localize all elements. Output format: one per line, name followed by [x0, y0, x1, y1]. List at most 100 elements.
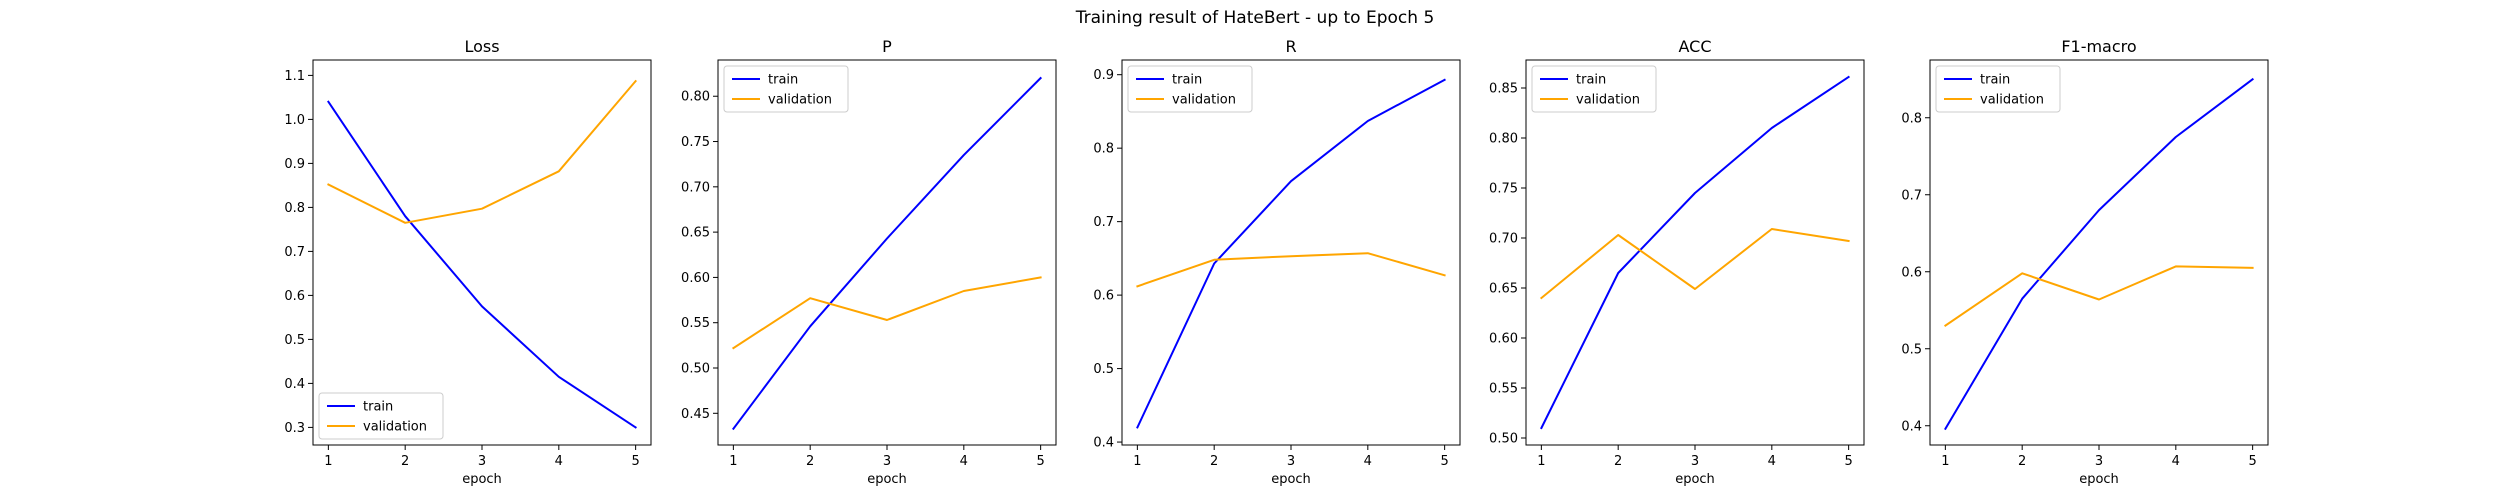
series-line-train — [732, 76, 1043, 431]
legend-box — [723, 65, 849, 113]
y-tick-label: 0.80 — [1489, 132, 1518, 147]
y-tick-label: 0.45 — [681, 407, 710, 422]
x-axis-label: epoch — [1271, 472, 1311, 487]
x-axis-label: epoch — [462, 472, 502, 487]
legend-box — [1935, 65, 2061, 113]
y-tick-label: 0.80 — [681, 90, 710, 105]
y-tick-label: 0.55 — [1489, 382, 1518, 397]
y-tick-label: 0.8 — [284, 201, 305, 216]
x-tick-label: 2 — [806, 454, 814, 469]
series-line-train — [1136, 78, 1446, 429]
legend-label: validation — [1980, 93, 2044, 108]
x-axis-label: epoch — [2079, 472, 2119, 487]
y-tick-label: 0.7 — [284, 245, 305, 260]
y-tick-label: 0.7 — [1901, 188, 1922, 203]
plot-frame — [1525, 59, 1865, 446]
legend-label: train — [1172, 73, 1202, 88]
x-tick-label: 5 — [1844, 454, 1852, 469]
x-tick-label: 3 — [1691, 454, 1699, 469]
series-line-train — [327, 100, 637, 429]
y-tick-label: 0.50 — [681, 362, 710, 377]
x-tick-label: 3 — [478, 454, 486, 469]
legend: train validation — [318, 392, 444, 440]
legend-box — [318, 392, 444, 440]
y-tick-label: 0.65 — [681, 226, 710, 241]
x-tick-label: 3 — [1287, 454, 1295, 469]
series-line-train — [1944, 77, 2255, 431]
subplot-2: P 1 2 3 4 5 epoch 0.45 0.50 0.55 0.60 0.65 0.70 0.75 0… — [681, 37, 1057, 487]
x-tick-label: 2 — [2018, 454, 2026, 469]
x-tick-label: 3 — [883, 454, 891, 469]
legend-label: validation — [768, 93, 832, 108]
y-tick-label: 0.55 — [681, 316, 710, 331]
y-tick-label: 1.1 — [284, 69, 305, 84]
subplot-title: F1-macro — [2061, 37, 2136, 56]
y-tick-label: 0.4 — [1093, 436, 1114, 451]
y-tick-label: 1.0 — [284, 113, 305, 128]
series-line-validation — [1944, 265, 2254, 327]
series-line-validation — [1539, 228, 1850, 300]
y-tick-label: 0.3 — [284, 421, 305, 436]
plot-frame — [312, 59, 652, 446]
y-tick-label: 0.5 — [1901, 342, 1922, 357]
x-tick-label: 4 — [960, 454, 968, 469]
legend: train validation — [723, 65, 849, 113]
y-tick-label: 0.60 — [1489, 332, 1518, 347]
x-tick-label: 3 — [2095, 454, 2103, 469]
subplot-title: R — [1285, 37, 1296, 56]
y-tick-label: 0.5 — [1093, 362, 1114, 377]
subplot-grid: Loss 1 2 3 4 5 epoch 0.3 0.4 0.5 0.6 0.7 0.8 0.9 1.0 1.… — [284, 37, 2269, 487]
y-tick-label: 0.8 — [1093, 142, 1114, 157]
legend-label: train — [1576, 73, 1606, 88]
subplot-title: P — [882, 37, 892, 56]
x-tick-label: 1 — [324, 454, 332, 469]
x-tick-label: 2 — [401, 454, 409, 469]
x-tick-label: 4 — [1364, 454, 1372, 469]
x-tick-label: 5 — [1440, 454, 1448, 469]
plot-frame — [717, 59, 1057, 446]
legend: train validation — [1127, 65, 1253, 113]
y-tick-label: 0.50 — [1489, 432, 1518, 447]
y-tick-label: 0.75 — [681, 135, 710, 150]
y-tick-label: 0.75 — [1489, 182, 1518, 197]
x-axis-label: epoch — [1675, 472, 1715, 487]
x-tick-label: 4 — [555, 454, 563, 469]
subplot-title: ACC — [1678, 37, 1711, 56]
legend-box — [1531, 65, 1657, 113]
series-line-validation — [327, 79, 638, 224]
plot-frame — [1121, 59, 1461, 446]
legend-label: validation — [1172, 93, 1236, 108]
legend-label: validation — [363, 420, 427, 435]
x-axis-label: epoch — [867, 472, 907, 487]
series-line-train — [1540, 75, 1850, 430]
y-tick-label: 0.6 — [1093, 289, 1114, 304]
subplot-3: R 1 2 3 4 5 epoch 0.4 0.5 0.6 0.7 0.8 0.9 train valida… — [1093, 37, 1461, 487]
x-tick-label: 4 — [2172, 454, 2180, 469]
series-line-validation — [732, 276, 1042, 350]
plot-frame — [1929, 59, 2269, 446]
x-tick-label: 2 — [1614, 454, 1622, 469]
x-tick-label: 5 — [1036, 454, 1044, 469]
legend-label: train — [768, 73, 798, 88]
y-tick-label: 0.4 — [284, 377, 305, 392]
legend-label: train — [1980, 73, 2010, 88]
y-tick-label: 0.8 — [1901, 111, 1922, 126]
y-tick-label: 0.7 — [1093, 215, 1114, 230]
x-tick-label: 1 — [1537, 454, 1545, 469]
x-tick-label: 4 — [1768, 454, 1776, 469]
legend-label: train — [363, 400, 393, 415]
y-tick-label: 0.9 — [284, 157, 305, 172]
x-tick-label: 1 — [1941, 454, 1949, 469]
subplot-4: ACC 1 2 3 4 5 epoch 0.50 0.55 0.60 0.65 0.70 0.75 0.8… — [1489, 37, 1865, 487]
legend-box — [1127, 65, 1253, 113]
y-tick-label: 0.60 — [681, 271, 710, 286]
legend: train validation — [1935, 65, 2061, 113]
subplot-title: Loss — [464, 37, 499, 56]
figure-title: Training result of HateBert - up to Epoc… — [1075, 8, 1435, 28]
y-tick-label: 0.6 — [284, 289, 305, 304]
legend: train validation — [1531, 65, 1657, 113]
y-tick-label: 0.5 — [284, 333, 305, 348]
subplot-5: F1-macro 1 2 3 4 5 epoch 0.4 0.5 0.6 0.7 0.8 train va… — [1901, 37, 2269, 487]
x-tick-label: 5 — [2248, 454, 2256, 469]
